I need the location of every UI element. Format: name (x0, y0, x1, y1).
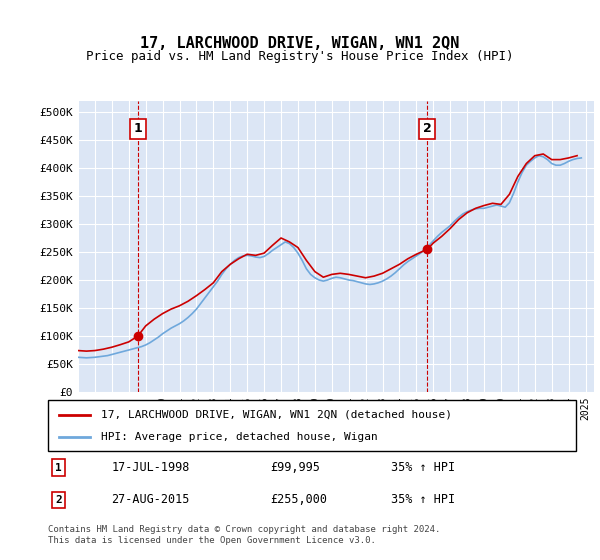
Text: 17-JUL-1998: 17-JUL-1998 (112, 461, 190, 474)
Text: 1: 1 (55, 463, 62, 473)
Text: HPI: Average price, detached house, Wigan: HPI: Average price, detached house, Wiga… (101, 432, 377, 442)
FancyBboxPatch shape (48, 400, 576, 451)
Text: 27-AUG-2015: 27-AUG-2015 (112, 493, 190, 506)
Text: 1: 1 (134, 122, 142, 136)
Text: 2: 2 (423, 122, 432, 136)
Text: £99,995: £99,995 (270, 461, 320, 474)
Text: £255,000: £255,000 (270, 493, 327, 506)
Text: Price paid vs. HM Land Registry's House Price Index (HPI): Price paid vs. HM Land Registry's House … (86, 50, 514, 63)
Text: 35% ↑ HPI: 35% ↑ HPI (391, 493, 455, 506)
Text: Contains HM Land Registry data © Crown copyright and database right 2024.
This d: Contains HM Land Registry data © Crown c… (48, 525, 440, 545)
Text: 17, LARCHWOOD DRIVE, WIGAN, WN1 2QN: 17, LARCHWOOD DRIVE, WIGAN, WN1 2QN (140, 36, 460, 52)
Text: 17, LARCHWOOD DRIVE, WIGAN, WN1 2QN (detached house): 17, LARCHWOOD DRIVE, WIGAN, WN1 2QN (det… (101, 409, 452, 419)
Text: 2: 2 (55, 495, 62, 505)
Text: 35% ↑ HPI: 35% ↑ HPI (391, 461, 455, 474)
